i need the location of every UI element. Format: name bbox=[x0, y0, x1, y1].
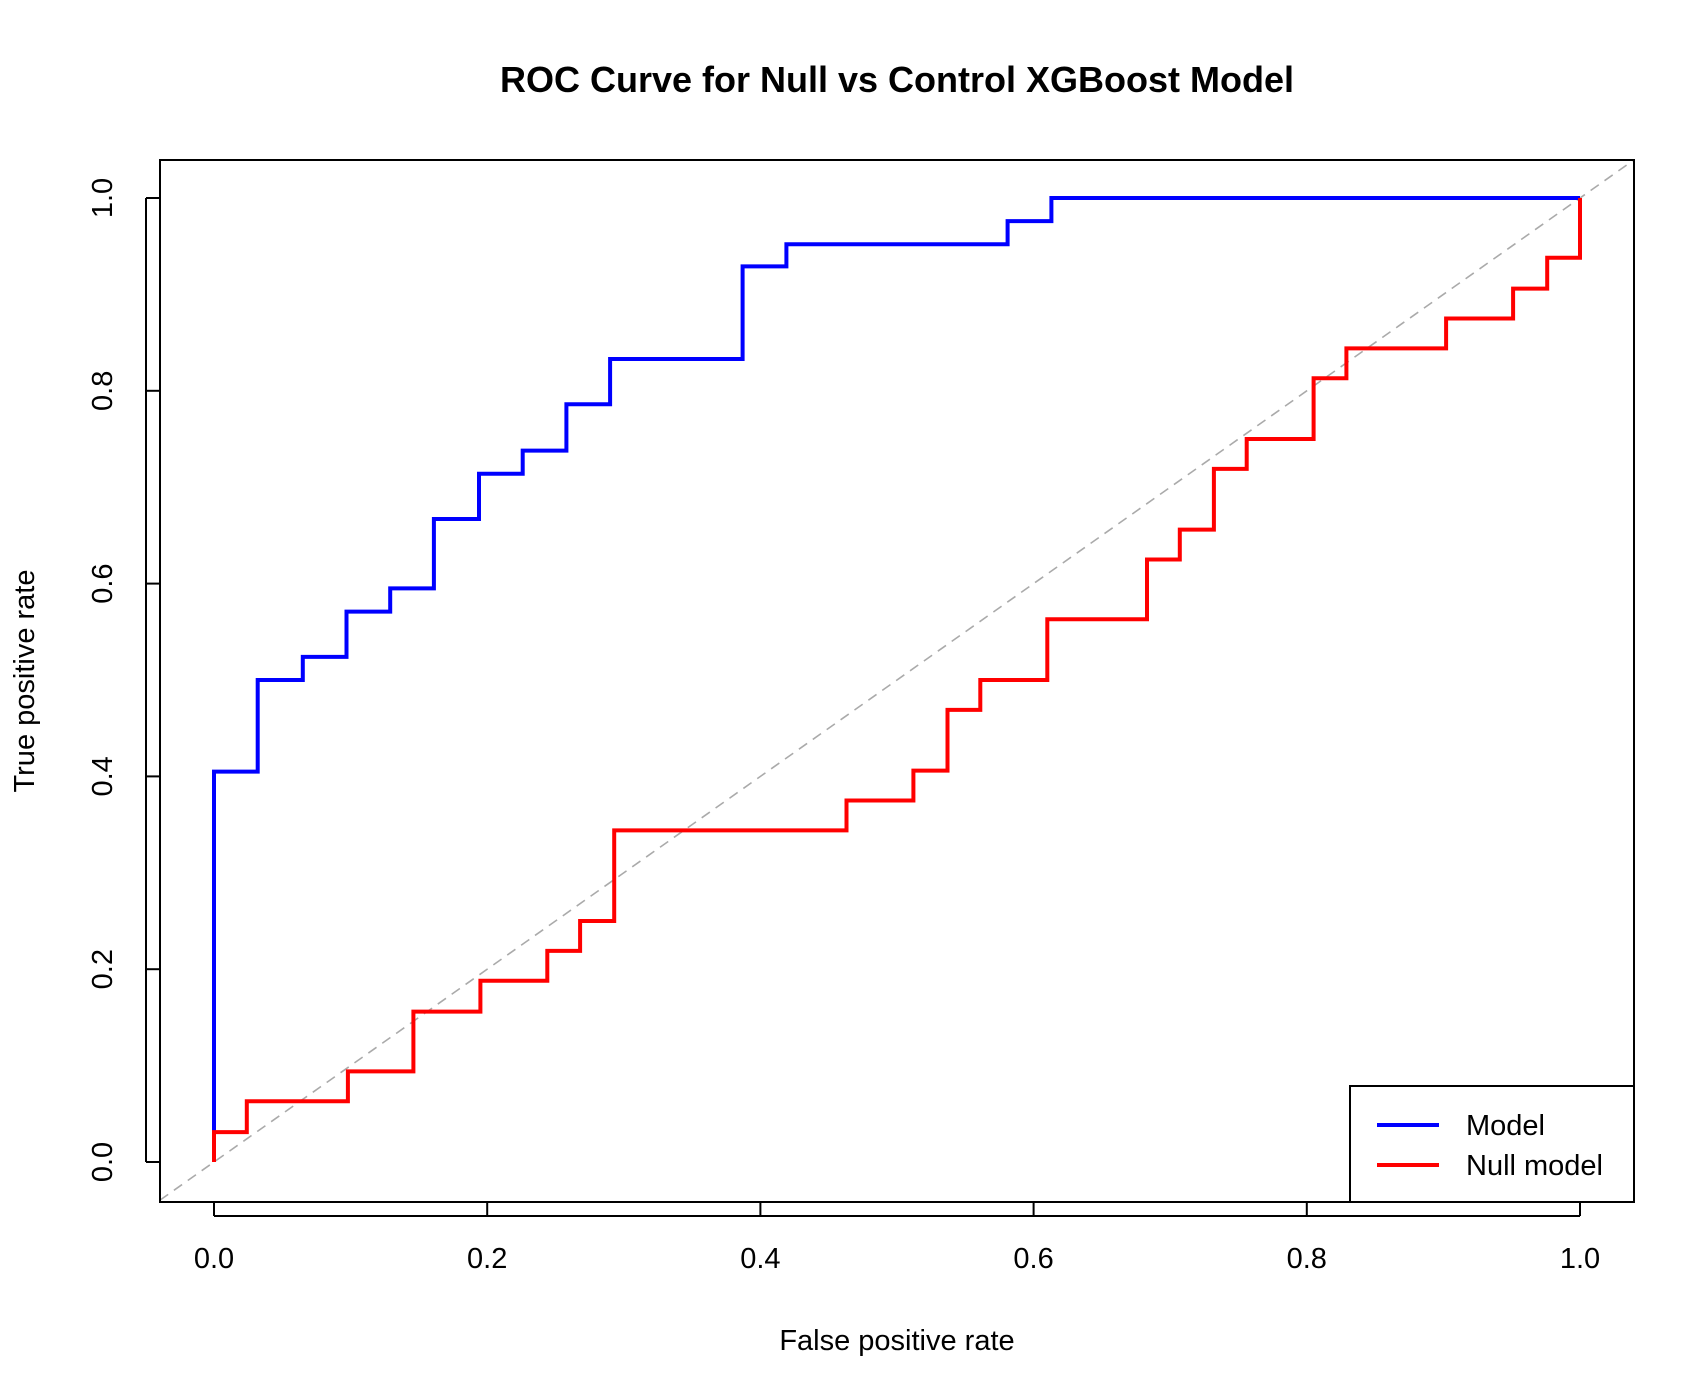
y-axis-label: True positive rate bbox=[9, 570, 41, 793]
series-line-model bbox=[212, 196, 1580, 1162]
y-tick-label: 0.8 bbox=[87, 371, 119, 411]
y-axis: 0.0 0.2 0.4 0.6 0.8 1.0 bbox=[87, 178, 160, 1182]
x-axis-label: False positive rate bbox=[779, 1325, 1014, 1357]
chart-title: ROC Curve for Null vs Control XGBoost Mo… bbox=[500, 59, 1294, 100]
reference-layer bbox=[159, 159, 1635, 1201]
reference-diagonal-line bbox=[159, 159, 1635, 1201]
x-tick-label: 0.6 bbox=[1013, 1243, 1053, 1275]
x-tick-label: 1.0 bbox=[1560, 1243, 1600, 1275]
y-tick-label: 0.2 bbox=[87, 949, 119, 989]
x-tick-label: 0.0 bbox=[194, 1243, 234, 1275]
plot-frame bbox=[159, 159, 1635, 1203]
x-tick-label: 0.8 bbox=[1287, 1243, 1327, 1275]
legend: Model Null model bbox=[1349, 1085, 1635, 1203]
x-tick-label: 0.2 bbox=[467, 1243, 507, 1275]
series-line-null-model bbox=[212, 198, 1582, 1162]
x-tick-label: 0.4 bbox=[740, 1243, 780, 1275]
legend-box bbox=[1349, 1085, 1635, 1203]
y-tick-label: 1.0 bbox=[87, 178, 119, 218]
series-layer bbox=[212, 196, 1582, 1162]
y-tick-label: 0.6 bbox=[87, 563, 119, 603]
y-tick-label: 0.0 bbox=[87, 1142, 119, 1182]
x-axis: 0.0 0.2 0.4 0.6 0.8 1.0 bbox=[194, 1202, 1600, 1275]
legend-label-null-model: Null model bbox=[1466, 1150, 1603, 1182]
y-tick-label: 0.4 bbox=[87, 756, 119, 796]
legend-label-model: Model bbox=[1466, 1110, 1545, 1142]
